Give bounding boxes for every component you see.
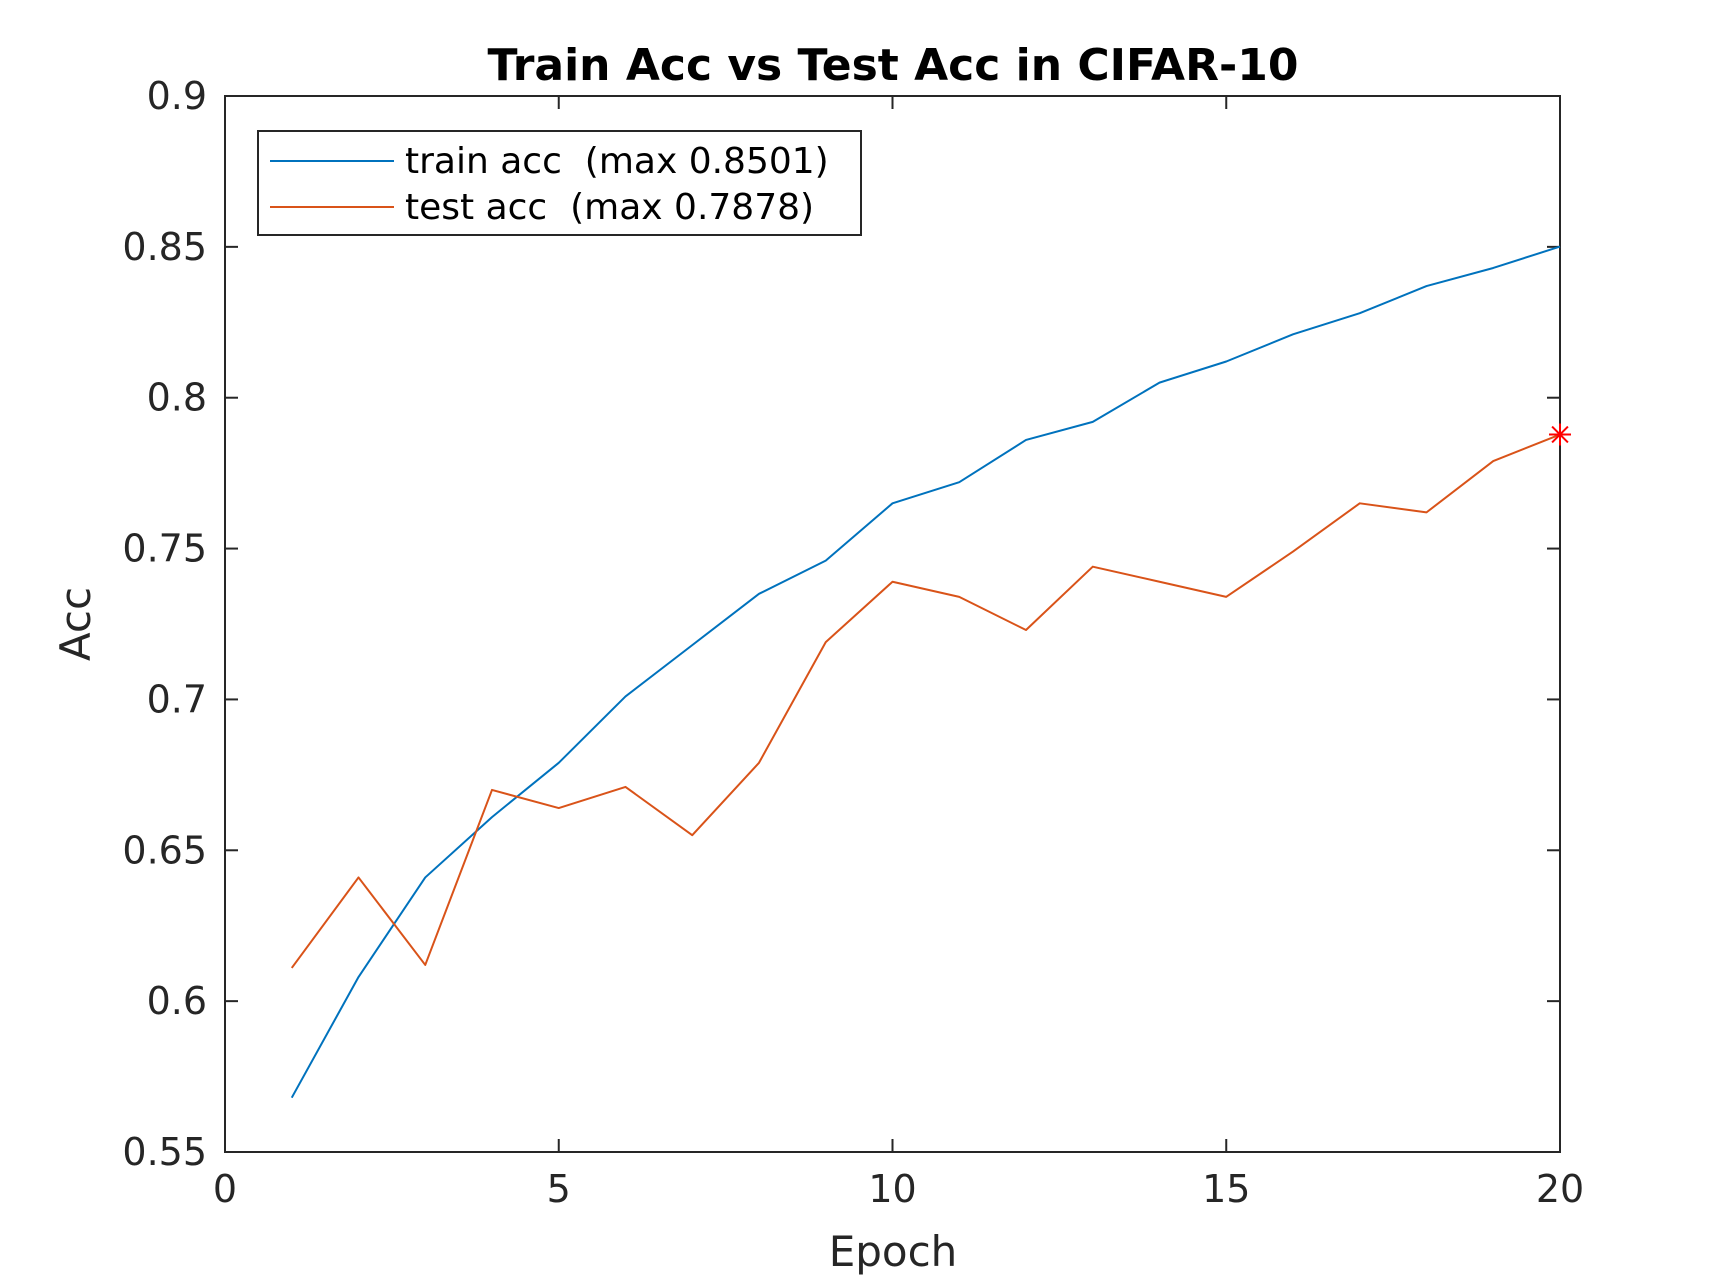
plot-area xyxy=(224,95,1561,1153)
x-axis-label: Epoch xyxy=(829,1227,958,1276)
x-axis-ticks: 0 5 10 15 20 xyxy=(213,96,1584,1211)
marker-layer xyxy=(1549,423,1571,446)
y-tick-label: 0.6 xyxy=(147,979,207,1023)
legend-label-train: train acc (max 0.8501) xyxy=(405,141,829,182)
series-line-train xyxy=(290,245,1561,1099)
x-tick-label: 20 xyxy=(1536,1167,1584,1211)
series-line-test xyxy=(290,433,1561,969)
y-tick-label: 0.85 xyxy=(122,225,207,269)
y-tick-label: 0.7 xyxy=(147,677,207,721)
x-tick-label: 10 xyxy=(868,1167,916,1211)
legend-label-test: test acc (max 0.7878) xyxy=(405,187,814,228)
y-tick-label: 0.55 xyxy=(122,1130,207,1174)
y-axis-ticks: 0.55 0.6 0.65 0.7 0.75 0.8 0.85 0.9 xyxy=(122,74,1560,1174)
y-tick-label: 0.8 xyxy=(147,376,207,420)
chart-title: Train Acc vs Test Acc in CIFAR-10 xyxy=(488,40,1299,91)
legend: train acc (max 0.8501) test acc (max 0.7… xyxy=(257,130,862,236)
x-tick-label: 15 xyxy=(1202,1167,1250,1211)
max-point-marker xyxy=(1549,423,1571,446)
series-layer xyxy=(290,245,1561,1099)
y-tick-label: 0.75 xyxy=(122,527,207,571)
legend-box xyxy=(257,130,862,236)
y-tick-label: 0.65 xyxy=(122,828,207,872)
y-axis-label: Acc xyxy=(51,587,100,661)
x-tick-label: 0 xyxy=(213,1167,237,1211)
x-tick-label: 5 xyxy=(547,1167,571,1211)
y-tick-label: 0.9 xyxy=(147,74,207,118)
